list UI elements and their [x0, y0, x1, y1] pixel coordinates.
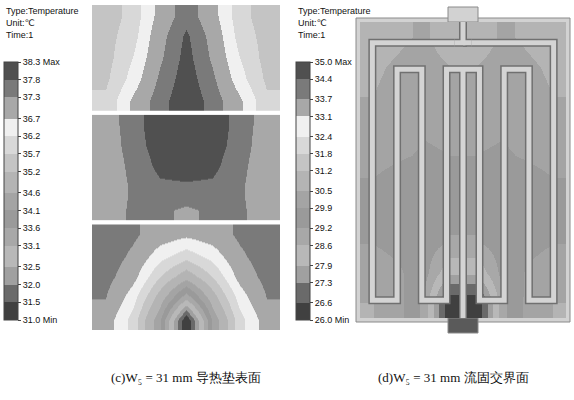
- svg-text:Time:1: Time:1: [6, 30, 33, 40]
- svg-text:Time:1: Time:1: [298, 30, 325, 40]
- svg-text:35.2: 35.2: [23, 167, 41, 177]
- svg-text:27.9: 27.9: [315, 261, 333, 271]
- svg-text:29.2: 29.2: [315, 223, 333, 233]
- svg-text:33.6: 33.6: [23, 223, 41, 233]
- svg-text:35.7: 35.7: [23, 149, 41, 159]
- svg-text:Type:Temperature: Type:Temperature: [6, 6, 79, 16]
- svg-text:32.4: 32.4: [315, 132, 333, 142]
- svg-text:(d)W₅ = 31 mm 流固交界面: (d)W₅ = 31 mm 流固交界面: [378, 370, 529, 385]
- svg-text:Unit:℃: Unit:℃: [6, 18, 35, 28]
- svg-text:37.3: 37.3: [23, 92, 41, 102]
- svg-text:33.1: 33.1: [315, 112, 333, 122]
- svg-text:28.6: 28.6: [315, 241, 333, 251]
- svg-text:32.0: 32.0: [23, 280, 41, 290]
- svg-text:38.3 Max: 38.3 Max: [23, 57, 61, 67]
- svg-text:34.1: 34.1: [23, 206, 41, 216]
- svg-text:26.0 Min: 26.0 Min: [315, 315, 350, 325]
- svg-text:(c)W₅ = 31 mm 导热垫表面: (c)W₅ = 31 mm 导热垫表面: [111, 370, 261, 385]
- svg-text:34.4: 34.4: [315, 74, 333, 84]
- svg-text:33.7: 33.7: [315, 94, 333, 104]
- svg-text:34.6: 34.6: [23, 188, 41, 198]
- svg-text:29.9: 29.9: [315, 203, 333, 213]
- svg-text:37.8: 37.8: [23, 75, 41, 85]
- svg-text:31.2: 31.2: [315, 166, 333, 176]
- svg-text:26.6: 26.6: [315, 298, 333, 308]
- svg-text:33.1: 33.1: [23, 241, 41, 251]
- svg-text:Unit:℃: Unit:℃: [298, 18, 327, 28]
- svg-text:36.7: 36.7: [23, 114, 41, 124]
- svg-text:30.5: 30.5: [315, 186, 333, 196]
- svg-text:Type:Temperature: Type:Temperature: [298, 6, 371, 16]
- svg-text:32.5: 32.5: [23, 262, 41, 272]
- svg-text:31.8: 31.8: [315, 149, 333, 159]
- svg-text:36.2: 36.2: [23, 131, 41, 141]
- svg-text:31.5: 31.5: [23, 297, 41, 307]
- svg-text:31.0 Min: 31.0 Min: [23, 315, 58, 325]
- svg-text:35.0 Max: 35.0 Max: [315, 57, 353, 67]
- svg-text:27.3: 27.3: [315, 278, 333, 288]
